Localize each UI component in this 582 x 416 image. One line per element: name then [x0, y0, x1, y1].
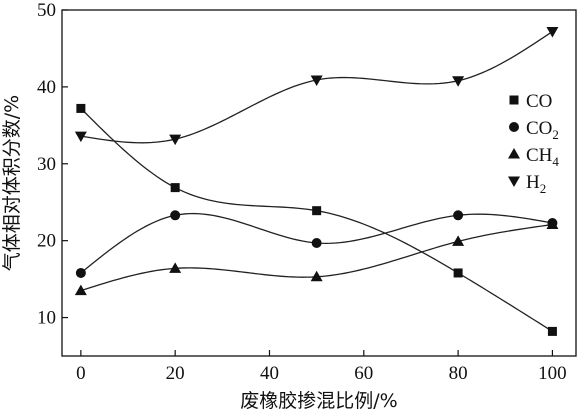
data-point-ch4: [169, 262, 182, 273]
data-point-co2: [75, 267, 86, 278]
x-tick-label: 40: [260, 363, 279, 384]
x-tick-label: 20: [166, 363, 185, 384]
y-tick-label: 20: [37, 231, 56, 252]
data-point-co2: [170, 210, 181, 221]
data-point-co: [453, 268, 463, 278]
legend-marker-h2: [508, 176, 520, 187]
legend-marker-ch4: [508, 148, 520, 159]
data-point-h2: [74, 131, 87, 143]
plot-frame: [61, 9, 577, 357]
x-axis-title: 废橡胶掺混比例/%: [240, 390, 397, 412]
x-axis: 0 20 40 60 80 100: [76, 350, 567, 384]
x-tick-label: 60: [354, 363, 373, 384]
y-axis: 10 20 30 40 50: [37, 0, 68, 329]
x-tick-label: 80: [449, 363, 468, 384]
fit-curve-h2: [80, 30, 553, 144]
data-point-h2: [452, 76, 465, 87]
y-tick-label: 40: [37, 77, 56, 98]
y-tick-label: 50: [37, 0, 56, 21]
data-point-co2: [311, 237, 322, 248]
y-tick-label: 30: [37, 154, 56, 175]
data-point-co: [547, 326, 557, 336]
data-point-co2: [453, 210, 464, 221]
y-tick-label: 10: [37, 308, 56, 329]
x-tick-label: 0: [76, 363, 86, 384]
data-point-ch4: [310, 270, 323, 282]
data-point-ch4: [546, 218, 559, 230]
data-points: [74, 27, 559, 336]
data-point-h2: [310, 75, 323, 86]
legend: CO CO2 CH4 H2: [508, 91, 559, 196]
legend-label-h2: H2: [526, 172, 546, 196]
legend-label-co2: CO2: [526, 118, 559, 142]
data-point-h2: [169, 134, 182, 146]
legend-label-co: CO: [526, 91, 552, 112]
x-tick-label: 100: [538, 363, 567, 384]
data-point-co: [312, 206, 322, 216]
legend-marker-co: [509, 95, 519, 105]
legend-marker-co2: [509, 122, 519, 132]
data-point-co: [76, 103, 86, 113]
data-point-ch4: [74, 284, 87, 296]
data-point-h2: [546, 27, 559, 38]
data-point-co: [170, 183, 180, 193]
y-axis-title: 气体相对体积分数/%: [1, 95, 23, 271]
data-point-ch4: [452, 235, 465, 246]
legend-label-ch4: CH4: [526, 145, 559, 169]
